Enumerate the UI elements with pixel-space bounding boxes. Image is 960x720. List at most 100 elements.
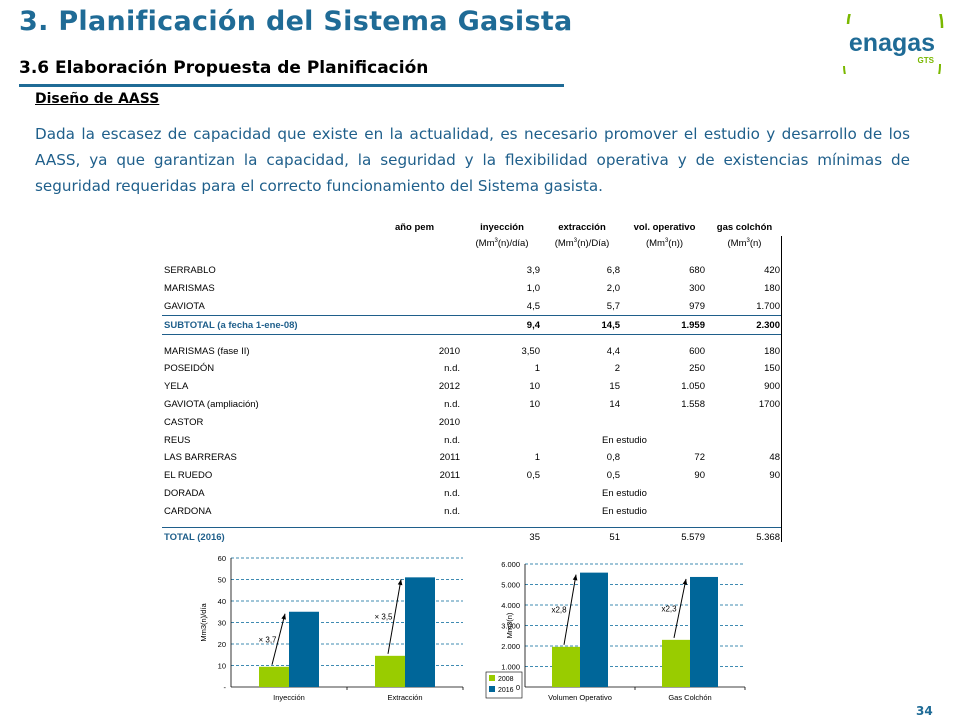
growth-arrowhead: [281, 613, 286, 620]
volume-cell: 72: [694, 452, 705, 464]
growth-annotation: × 3,7: [258, 635, 277, 644]
extraction-cell: 2: [614, 363, 620, 375]
y-tick-label: 5.000: [501, 581, 520, 590]
subtotal-cushion-gas: 2.300: [707, 315, 782, 336]
aass-table: año pem inyección extracción vol. operativo…: [162, 219, 782, 546]
unit-rest: (n)/día): [497, 238, 529, 250]
growth-arrow: [673, 578, 687, 638]
growth-annotation: × 3,5: [374, 613, 393, 622]
storage-name: CASTOR: [164, 416, 204, 428]
subtotal-row: SUBTOTAL (a fecha 1-ene-08) 9,4 14,5 1.959 2…: [162, 315, 782, 336]
status-note: En estudio: [602, 487, 647, 499]
extraction-cell: 15: [609, 381, 620, 393]
bar-2016: [690, 576, 718, 687]
extraction-cell: 0,5: [606, 470, 620, 482]
year-cell: [367, 298, 462, 316]
subtotal-extraction: 14,5: [542, 315, 622, 336]
unit-sup: 3: [664, 238, 669, 245]
y-tick-label: -: [224, 683, 227, 692]
injection-cell: [462, 413, 542, 431]
storage-name: GAVIOTA: [164, 300, 205, 312]
volume-cell: 90: [694, 470, 705, 482]
volume-cell: [622, 413, 707, 431]
storage-name: REUS: [164, 434, 191, 446]
column-header: extracción: [558, 221, 606, 233]
year-cell: 2010: [438, 416, 460, 428]
unit-base: (Mm: [727, 238, 747, 250]
logo-arc-top: [846, 14, 944, 29]
storage-name: SERRABLO: [164, 265, 216, 277]
unit-label: (Mm3(n)): [622, 235, 707, 253]
total-year: [367, 527, 462, 546]
storage-name: POSEIDÓN: [164, 363, 215, 375]
legend-box: [485, 671, 523, 699]
extraction-cell: 0,8: [606, 452, 620, 464]
unit-rest: (n)): [668, 238, 684, 250]
year-cell: [367, 262, 462, 280]
injection-cell: 3,9: [526, 265, 540, 277]
cushion-gas-cell: 1.700: [756, 300, 780, 312]
injection-cell: 10: [529, 398, 540, 410]
cushion-gas-cell: [707, 413, 782, 431]
table-row: SERRABLO 3,9 6,8 680 420: [162, 262, 782, 280]
table-row: LAS BARRERAS 2011 1 0,8 72 48: [162, 449, 782, 467]
volume-cell: 600: [689, 345, 705, 357]
status-note: En estudio: [602, 434, 647, 446]
growth-arrow: [563, 574, 577, 645]
growth-arrow: [271, 613, 286, 665]
year-cell: n.d.: [444, 487, 460, 499]
total-label: TOTAL (2016): [162, 527, 367, 546]
y-axis-label: Mm3(n): [505, 612, 514, 638]
growth-annotation: x2,3: [661, 604, 677, 613]
empty-cell: [707, 431, 782, 449]
status-note: En estudio: [602, 505, 647, 517]
volume-cell: 250: [689, 363, 705, 375]
injection-cell: 3,50: [521, 345, 541, 357]
page-number: 34: [916, 704, 933, 718]
table-row: REUS n.d. En estudio: [162, 431, 782, 449]
spacer-row: [162, 520, 782, 528]
year-cell: 2011: [439, 470, 460, 482]
title-divider: [19, 84, 564, 87]
legend-swatch-2016: [489, 686, 495, 692]
year-cell: n.d.: [444, 398, 460, 410]
slide-subtitle: 3.6 Elaboración Propuesta de Planificaci…: [19, 58, 429, 78]
unit-sup: 3: [573, 238, 578, 245]
cushion-gas-cell: 420: [764, 265, 780, 277]
unit-sup: 3: [746, 238, 750, 245]
subtotal-year: [367, 315, 462, 336]
column-header: vol. operativo: [633, 221, 696, 233]
table-row: GAVIOTA (ampliación) n.d. 10 14 1.558 1700: [162, 396, 782, 414]
extraction-cell: 5,7: [606, 300, 620, 312]
bar-2008: [552, 646, 580, 687]
logo-arc-bottom: [843, 63, 942, 74]
injection-cell: 10: [529, 381, 540, 393]
x-tick-label: Gas Colchón: [668, 693, 711, 702]
body-paragraph: Dada la escasez de capacidad que existe …: [35, 125, 910, 195]
storage-name: EL RUEDO: [164, 470, 213, 482]
growth-arrowhead: [682, 578, 688, 585]
unit-label: (Mm3(n)/día): [462, 235, 542, 253]
legend-label: 2008: [498, 676, 514, 683]
cushion-gas-cell: 180: [764, 345, 780, 357]
total-row: TOTAL (2016) 35 51 5.579 5.368: [162, 527, 782, 546]
column-header: gas colchón: [716, 221, 773, 233]
storage-name: YELA: [164, 381, 189, 393]
y-tick-label: 30: [218, 619, 226, 628]
table-right-border: [781, 236, 782, 542]
year-cell: n.d.: [444, 505, 460, 517]
y-tick-label: 50: [218, 576, 226, 585]
empty-cell: [462, 502, 542, 520]
chart-svg-1: - 10 20 30 40 50 60 Mm3(n)/día Inyección × 3,7 Ext…: [199, 554, 464, 702]
storage-name: DORADA: [164, 487, 205, 499]
volume-cell: 1.558: [681, 398, 705, 410]
unit-base: (Mm: [554, 238, 574, 250]
y-tick-label: 3.000: [501, 622, 520, 631]
storage-name: MARISMAS: [164, 283, 215, 295]
section-heading: Diseño de AASS: [35, 91, 160, 107]
year-cell: 2012: [438, 381, 460, 393]
injection-cell: 1: [534, 363, 540, 375]
cushion-gas-cell: 180: [764, 283, 780, 295]
spacer-row: [162, 335, 782, 343]
unit-base: (Mm: [475, 238, 495, 250]
